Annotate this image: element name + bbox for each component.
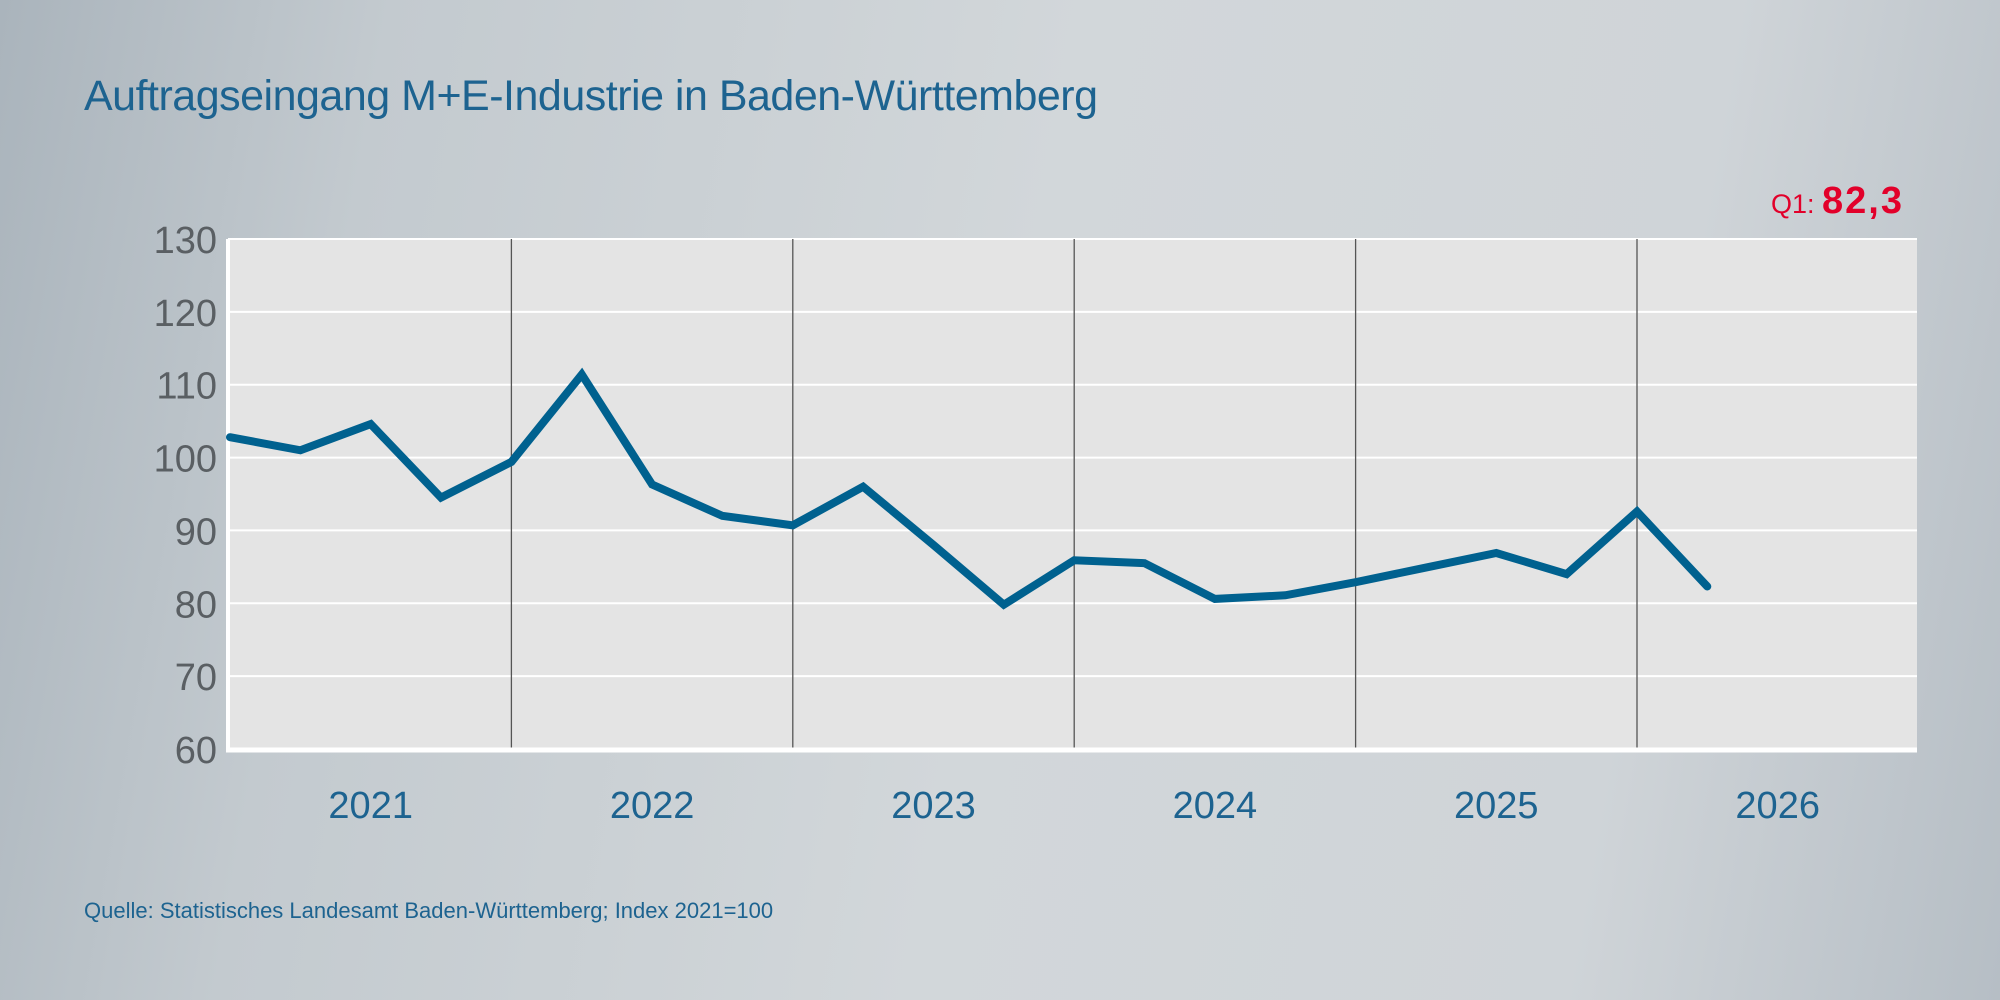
x-tick-label: 2026	[1735, 785, 1820, 827]
y-tick-label: 110	[156, 366, 217, 408]
chart-title: Auftragseingang M+E-Industrie in Baden-W…	[84, 72, 1098, 120]
source-note: Quelle: Statistisches Landesamt Baden-Wü…	[84, 898, 774, 923]
y-tick-label: 70	[175, 657, 217, 699]
y-tick-label: 100	[154, 439, 217, 481]
series-line	[226, 367, 1712, 610]
y-tick-label: 120	[154, 293, 217, 335]
x-tick-label: 2024	[1173, 785, 1258, 827]
y-tick-label: 90	[175, 511, 217, 553]
plot-area	[228, 239, 1917, 749]
y-tick-label: 80	[175, 584, 217, 626]
annotation-value: 82,3	[1822, 180, 1904, 222]
x-tick-label: 2025	[1454, 785, 1539, 827]
x-tick-label: 2022	[610, 785, 695, 827]
y-tick-label: 60	[175, 730, 217, 772]
y-tick-label: 130	[154, 220, 217, 262]
annotation-label: Q1:	[1770, 189, 1815, 219]
x-tick-label: 2021	[328, 785, 413, 827]
latest-value-annotation: Q1: 82,3	[1771, 180, 1904, 223]
x-tick-label: 2023	[891, 785, 976, 827]
